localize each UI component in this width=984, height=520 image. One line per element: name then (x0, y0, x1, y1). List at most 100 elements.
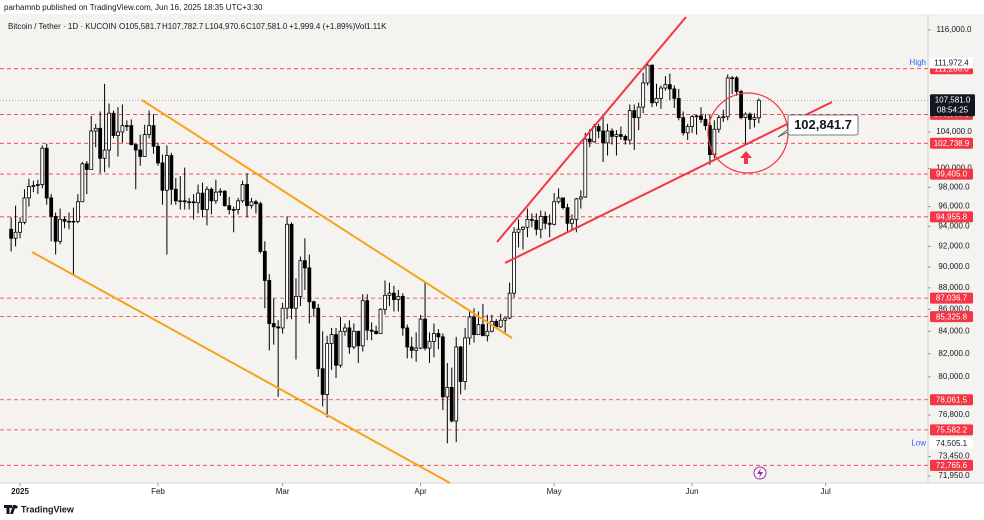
candle-body (191, 201, 196, 204)
candle-body (120, 125, 125, 133)
candle-body (654, 97, 659, 104)
change: +1,999.4 (+1.89%) (289, 22, 356, 31)
candle-body (481, 324, 485, 337)
y-tick-label: 76,800.0 (938, 410, 970, 419)
candle-body (320, 368, 325, 395)
candle-body (667, 84, 672, 90)
candle-body (302, 260, 307, 269)
low-tag (930, 437, 973, 449)
candle-body (391, 292, 396, 300)
candle-body (182, 200, 187, 203)
candle-body (734, 77, 739, 92)
candle-body (160, 162, 165, 191)
candle-body (570, 218, 574, 224)
candle-body (614, 134, 619, 137)
candle-body (280, 307, 285, 329)
x-tick-label: Mar (276, 487, 290, 496)
candle-body (129, 125, 134, 145)
candle-body (89, 130, 94, 170)
candle-body (405, 327, 410, 348)
logo (4, 505, 16, 514)
candle-body (338, 330, 343, 366)
candle-body (427, 340, 432, 349)
candle-body (205, 188, 209, 210)
y-tick-label: 100,000.0 (936, 164, 972, 173)
y-tick-label: 96,000.0 (938, 202, 970, 211)
candle-body (249, 201, 254, 207)
candle-body (18, 221, 22, 233)
candle-body (498, 319, 503, 328)
candle-body (196, 192, 200, 204)
candle-body (58, 218, 62, 242)
candle-body (449, 386, 454, 422)
callout-box (787, 114, 859, 136)
level-label: 72,765.6 (936, 461, 968, 470)
candle-body (485, 330, 490, 337)
candle-body (165, 155, 169, 191)
candle-body (98, 127, 103, 159)
candle-body (276, 326, 281, 329)
candle-body (245, 184, 249, 207)
y-tick-label: 92,000.0 (938, 241, 970, 250)
high-name: High (910, 58, 926, 67)
candle-body (142, 134, 147, 157)
level-label: 87,036.7 (936, 294, 968, 303)
candle-body (605, 130, 610, 144)
candles (9, 62, 761, 444)
candle-body (40, 147, 45, 185)
event-icon-bolt (757, 468, 763, 478)
logo-dot (14, 505, 18, 509)
candle-body (316, 307, 321, 370)
candle-body (343, 327, 347, 332)
trend-line (31, 251, 451, 484)
level-tag (930, 168, 973, 180)
y-tick-label: 73,450.0 (938, 452, 970, 461)
candle-body (133, 144, 138, 151)
candle-body (387, 292, 392, 296)
candle-body (262, 251, 267, 281)
candle-body (636, 106, 641, 119)
candle-body (583, 138, 588, 198)
candle-body (35, 184, 40, 186)
level-label: 111,286.0 (934, 64, 969, 73)
level-tag (930, 292, 973, 304)
candle-body (672, 88, 677, 99)
candle-body (49, 197, 54, 217)
candle-body (467, 316, 472, 339)
candle-body (9, 228, 14, 239)
candle-body (80, 163, 85, 203)
candle-body (610, 130, 614, 137)
candle-body (409, 346, 414, 351)
candle-body (356, 330, 361, 347)
candle-body (503, 317, 508, 321)
candle-body (209, 188, 214, 202)
candle-body (178, 200, 183, 203)
candle-body (645, 64, 650, 84)
candle-body (84, 163, 89, 170)
candle-body (561, 197, 565, 208)
y-tick-label: 84,000.0 (938, 326, 970, 335)
trend-line (496, 16, 687, 243)
candle-body (44, 147, 49, 199)
candle-body (529, 218, 534, 221)
pane (0, 14, 928, 483)
candle-body (240, 184, 245, 202)
y-tick-label: 90,000.0 (938, 262, 970, 271)
candle-body (71, 220, 76, 223)
candle-body (414, 347, 419, 351)
candle-body (169, 155, 174, 190)
candle-body (124, 125, 129, 127)
candle-body (294, 295, 298, 309)
candle-body (360, 300, 365, 347)
x-tick-label: Jul (821, 487, 831, 496)
candle-body (374, 330, 378, 334)
level-label: 85,325.8 (936, 312, 968, 321)
footer-text: TradingView (21, 504, 75, 514)
candle-body (565, 207, 570, 224)
candle-body (659, 87, 663, 99)
y-tick-label: 104,000.0 (936, 127, 972, 136)
y-tick-label: 94,000.0 (938, 221, 970, 230)
candle-body (721, 116, 726, 119)
candle-body (512, 231, 516, 294)
candle-body (254, 201, 258, 205)
